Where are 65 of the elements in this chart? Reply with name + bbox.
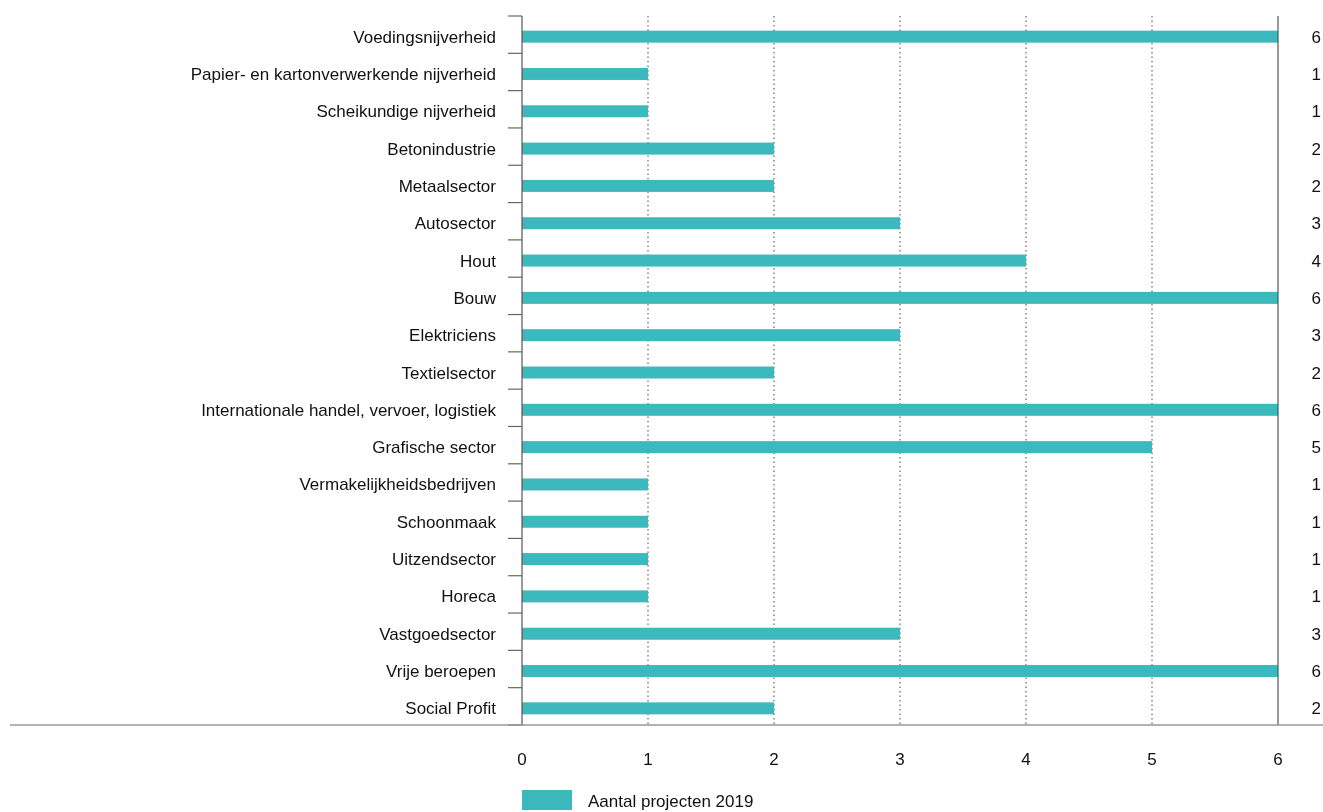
data-label: 6 [1311,288,1321,308]
bar [522,291,1278,304]
bar [522,105,648,118]
y-tick-label: Vastgoedsector [379,624,497,644]
data-label: 2 [1311,363,1321,383]
bar [522,478,648,491]
y-tick-label: Elektriciens [409,326,496,346]
bar [522,665,1278,678]
bar [522,590,648,603]
data-label: 3 [1311,214,1321,234]
bar [522,179,774,192]
y-tick-label: Internationale handel, vervoer, logistiek [201,400,497,420]
x-tick-label: 4 [1021,750,1031,769]
x-tick-label: 2 [769,750,779,769]
y-tick-label: Schoonmaak [396,512,497,532]
bar [522,702,774,715]
data-label: 2 [1311,176,1321,196]
x-tick-label: 1 [643,750,653,769]
y-tick-label: Vrije beroepen [386,662,496,682]
data-label: 4 [1311,251,1321,271]
data-label: 1 [1311,102,1321,122]
y-tick-label: Bouw [453,288,497,308]
y-tick-label: Voedingsnijverheid [353,27,496,47]
y-tick-label: Hout [460,251,497,271]
x-tick-label: 5 [1147,750,1157,769]
data-label: 1 [1311,512,1321,532]
data-label: 6 [1311,27,1321,47]
bar [522,329,900,342]
bar [522,403,1278,416]
y-tick-label: Autosector [414,214,497,234]
x-tick-label: 0 [517,750,527,769]
bar [522,441,1152,454]
bar [522,217,900,230]
data-label: 1 [1311,587,1321,607]
data-label: 1 [1311,475,1321,495]
data-label: 2 [1311,699,1321,719]
bar [522,627,900,640]
data-label: 2 [1311,139,1321,159]
bar [522,254,1026,267]
y-tick-label: Horeca [441,587,497,607]
data-label: 6 [1311,400,1321,420]
y-tick-label: Social Profit [405,699,497,719]
y-tick-label: Metaalsector [398,176,497,196]
legend-label: Aantal projecten 2019 [588,792,754,811]
bar [522,67,648,80]
y-tick-label: Vermakelijkheidsbedrijven [299,475,496,495]
y-tick-label: Scheikundige nijverheid [316,102,496,122]
bar [522,142,774,155]
data-label: 3 [1311,326,1321,346]
data-label: 1 [1311,550,1321,570]
data-label: 6 [1311,662,1321,682]
data-label: 3 [1311,624,1321,644]
bar [522,553,648,566]
y-tick-label: Papier- en kartonverwerkende nijverheid [190,64,496,84]
bar [522,366,774,379]
x-tick-label: 3 [895,750,905,769]
bar [522,30,1278,43]
x-tick-label: 6 [1273,750,1283,769]
y-tick-label: Betonindustrie [387,139,496,159]
y-tick-label: Textielsector [401,363,497,383]
y-tick-label: Grafische sector [372,438,497,458]
data-label: 5 [1311,438,1321,458]
bar [522,515,648,528]
y-tick-label: Uitzendsector [392,550,497,570]
data-label: 1 [1311,64,1321,84]
